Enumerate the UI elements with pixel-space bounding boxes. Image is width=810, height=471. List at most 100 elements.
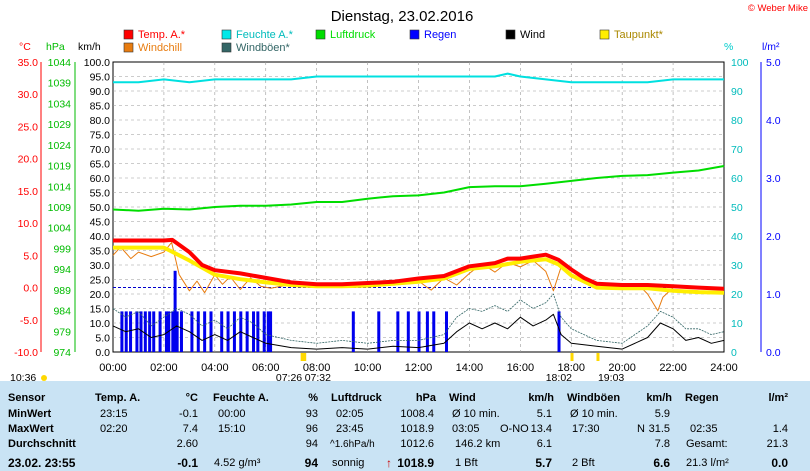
boeen-beaufort: 2 Bft bbox=[572, 457, 595, 469]
rain-bar bbox=[175, 311, 179, 352]
sunrise2-marker bbox=[303, 353, 307, 361]
stats-header-sensor: Sensor bbox=[8, 392, 46, 404]
feuchte-current-abs: 4.52 g/m³ bbox=[214, 457, 261, 469]
sun-icon bbox=[41, 375, 47, 381]
series-windb-en bbox=[112, 293, 725, 344]
rain-bar bbox=[406, 311, 410, 352]
stats-header-boeen: Windböen bbox=[567, 392, 621, 404]
speed-tick-label: 70.0 bbox=[90, 144, 111, 156]
rain-tick-label: 3.0 bbox=[766, 173, 781, 185]
pressure-tick-label: 974 bbox=[53, 347, 71, 359]
x-tick-label: 16:00 bbox=[507, 362, 535, 374]
humidity-tick-label: 10 bbox=[731, 318, 743, 330]
pressure-tick-label: 1029 bbox=[48, 119, 72, 131]
rain-bar bbox=[171, 311, 175, 352]
speed-tick-label: 10.0 bbox=[90, 318, 111, 330]
sunset2-marker bbox=[596, 353, 600, 361]
rain-tick-label: 0.0 bbox=[766, 347, 781, 359]
x-tick-label: 20:00 bbox=[608, 362, 636, 374]
temp-unit-label: °C bbox=[19, 41, 31, 53]
speed-tick-label: 80.0 bbox=[90, 115, 111, 127]
x-tick-label: 10:00 bbox=[354, 362, 382, 374]
temp-tick-label: 5.0 bbox=[23, 250, 38, 262]
legend-label: Temp. A.* bbox=[138, 29, 186, 41]
x-tick-label: 08:00 bbox=[303, 362, 331, 374]
copyright-label: © Weber Mike bbox=[748, 3, 808, 14]
humidity-unit-label: % bbox=[724, 41, 733, 53]
feuchte-current-value: 94 bbox=[304, 456, 318, 470]
pressure-tick-label: 1004 bbox=[48, 223, 72, 235]
legend-swatch bbox=[599, 29, 610, 40]
luft-max-time: 23:45 bbox=[336, 423, 364, 435]
wind-max-direction: O-NO bbox=[500, 423, 529, 435]
x-tick-label: 06:00 bbox=[252, 362, 280, 374]
luft-min-value: 1008.4 bbox=[400, 408, 434, 420]
humidity-tick-label: 100 bbox=[731, 57, 749, 69]
feuchte-min-value: 93 bbox=[305, 408, 318, 420]
x-tick-label: 12:00 bbox=[405, 362, 433, 374]
pressure-tick-label: 1034 bbox=[48, 98, 72, 110]
sunset-marker bbox=[570, 353, 574, 361]
wind-avg10-value: 5.1 bbox=[536, 408, 552, 420]
rain-tick-label: 5.0 bbox=[766, 57, 781, 69]
sunrise2-label: 07:32 bbox=[305, 372, 331, 381]
x-tick-label: 02:00 bbox=[150, 362, 178, 374]
legend-swatch bbox=[123, 42, 134, 53]
rain-bar bbox=[143, 311, 147, 352]
boeen-current-value: 6.6 bbox=[653, 456, 670, 470]
rain-bar bbox=[173, 270, 177, 352]
humidity-tick-label: 50 bbox=[731, 202, 743, 214]
boeen-max-value: 31.5 bbox=[648, 423, 670, 435]
rain-bar bbox=[120, 311, 124, 352]
pressure-tick-label: 1039 bbox=[48, 78, 72, 90]
rain-bar bbox=[203, 311, 207, 352]
sunrise-marker bbox=[300, 353, 304, 361]
series-luftdruck bbox=[112, 165, 725, 212]
pressure-tick-label: 1009 bbox=[48, 202, 72, 214]
rain-bar bbox=[432, 311, 436, 352]
rain-bar bbox=[164, 311, 168, 352]
rain-bar bbox=[266, 311, 270, 352]
temp-tick-label: 10.0 bbox=[18, 218, 39, 230]
legend-swatch bbox=[221, 42, 232, 53]
temp-min-value: -0.1 bbox=[179, 408, 198, 420]
pressure-tick-label: 989 bbox=[53, 285, 71, 297]
series-lines bbox=[112, 72, 725, 350]
legend-swatch bbox=[409, 29, 420, 40]
legend-swatch bbox=[221, 29, 232, 40]
stats-header-temp: Temp. A. bbox=[95, 392, 141, 404]
temp-tick-label: 20.0 bbox=[18, 154, 39, 166]
legend-label: Regen bbox=[424, 29, 456, 41]
speed-tick-label: 50.0 bbox=[90, 202, 111, 214]
rain-bar bbox=[557, 311, 561, 352]
x-tick-label: 04:00 bbox=[201, 362, 229, 374]
speed-tick-label: 65.0 bbox=[90, 159, 111, 171]
rain-unit-label: l/m² bbox=[762, 41, 780, 53]
speed-unit-label: km/h bbox=[78, 41, 101, 53]
humidity-tick-label: 40 bbox=[731, 231, 743, 243]
regen-current-value: 0.0 bbox=[771, 456, 788, 470]
x-tick-label: 18:00 bbox=[557, 362, 585, 374]
rain-bar bbox=[179, 311, 183, 352]
speed-tick-label: 40.0 bbox=[90, 231, 111, 243]
stats-header-luft-unit: hPa bbox=[415, 392, 436, 404]
row-label-min: MinWert bbox=[8, 408, 52, 420]
regen-max-time: 02:35 bbox=[690, 423, 718, 435]
regen-current-total: 21.3 l/m² bbox=[686, 457, 729, 469]
rain-bar bbox=[417, 311, 421, 352]
weather-chart: Dienstag, 23.02.2016 © Weber Mike °C hPa… bbox=[10, 3, 808, 381]
regen-total-label: Gesamt: bbox=[686, 438, 728, 450]
rain-tick-label: 4.0 bbox=[766, 115, 781, 127]
temp-tick-label: -10.0 bbox=[14, 347, 38, 359]
speed-tick-label: 95.0 bbox=[90, 72, 111, 84]
chart-title: Dienstag, 23.02.2016 bbox=[331, 8, 474, 25]
speed-tick-label: 15.0 bbox=[90, 304, 111, 316]
series-temp-a bbox=[113, 237, 725, 291]
boeen-avg10-label: Ø 10 min. bbox=[570, 408, 618, 420]
rain-bar bbox=[351, 311, 355, 352]
legend-label: Windböen* bbox=[236, 42, 291, 54]
series-wind bbox=[112, 313, 725, 350]
humidity-tick-label: 80 bbox=[731, 115, 743, 127]
luft-avg-value: 1012.6 bbox=[400, 438, 434, 450]
boeen-avg-value: 7.8 bbox=[654, 438, 670, 450]
